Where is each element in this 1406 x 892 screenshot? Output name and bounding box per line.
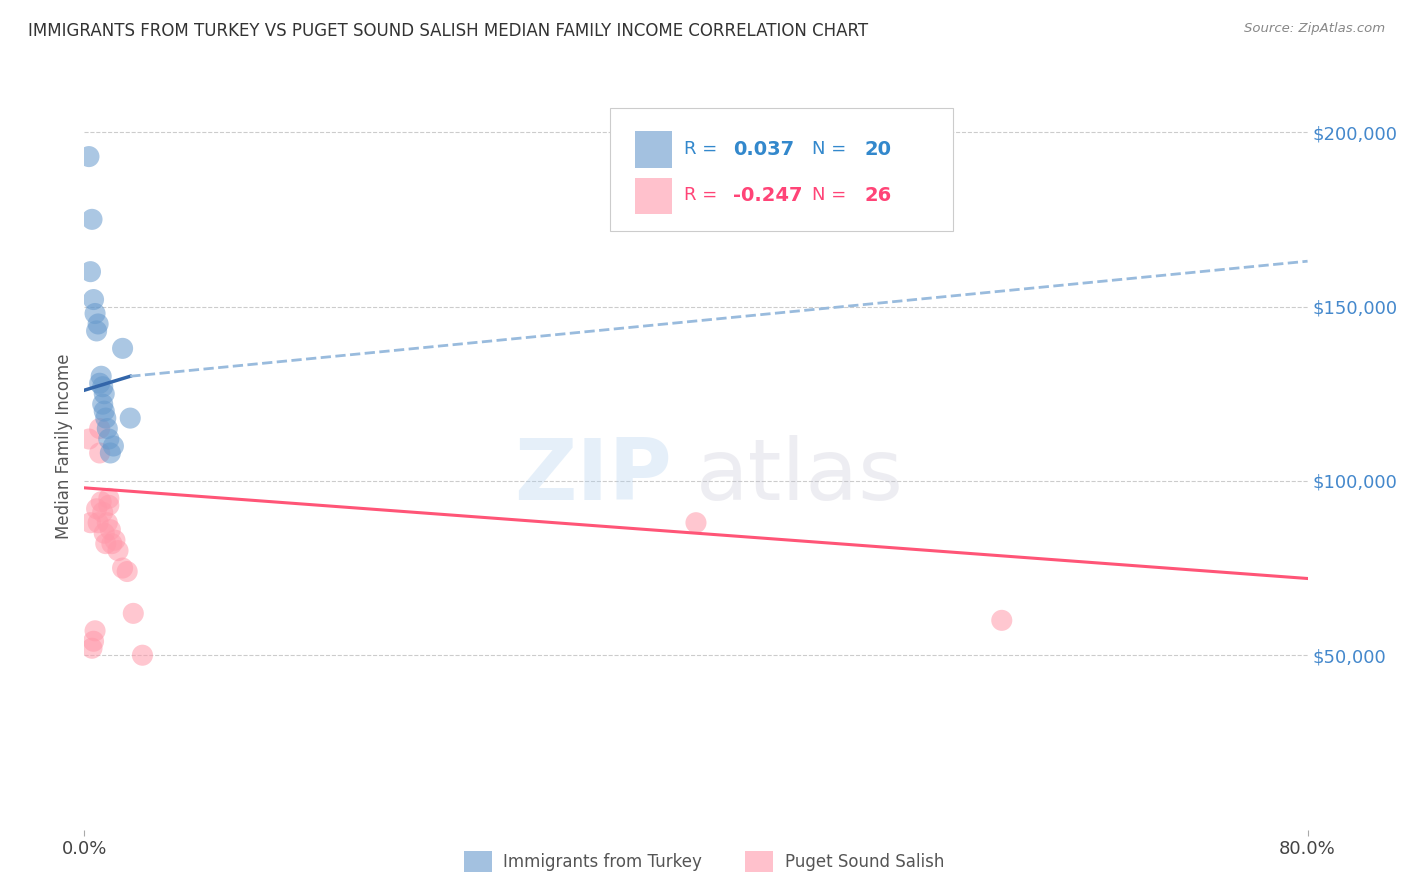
Point [104, 533, 127, 548]
FancyBboxPatch shape [636, 178, 672, 214]
Text: Puget Sound Salish: Puget Sound Salish [785, 853, 943, 871]
Text: 26: 26 [865, 186, 891, 204]
Point [86, 501, 108, 516]
Point [79, 265, 101, 279]
Point [101, 536, 124, 550]
Point [97, 491, 120, 506]
Point [90, 369, 112, 384]
Text: Source: ZipAtlas.com: Source: ZipAtlas.com [1244, 22, 1385, 36]
Point [94, 411, 117, 425]
Point [86, 324, 108, 338]
Point [107, 543, 129, 558]
Text: 20: 20 [865, 140, 891, 159]
Point [87, 516, 110, 530]
Point [83, 634, 105, 648]
Point [96, 516, 118, 530]
Point [83, 293, 105, 307]
Text: R =: R = [683, 140, 723, 158]
Text: -0.247: -0.247 [733, 186, 803, 204]
Point [685, 516, 707, 530]
Point [91, 380, 114, 394]
Point [77, 432, 100, 446]
Point [79, 516, 101, 530]
Point [103, 439, 125, 453]
Point [91, 397, 114, 411]
Text: N =: N = [813, 186, 852, 204]
Point [131, 648, 153, 663]
Point [84, 306, 107, 320]
Text: ZIP: ZIP [513, 435, 672, 518]
Text: R =: R = [683, 186, 723, 204]
Point [120, 411, 142, 425]
Point [96, 421, 118, 435]
Point [90, 495, 112, 509]
Point [93, 386, 115, 401]
Point [111, 342, 134, 356]
Point [91, 505, 114, 519]
Point [80, 212, 103, 227]
Point [991, 613, 1014, 627]
Point [97, 432, 120, 446]
Point [80, 641, 103, 656]
Text: IMMIGRANTS FROM TURKEY VS PUGET SOUND SALISH MEDIAN FAMILY INCOME CORRELATION CH: IMMIGRANTS FROM TURKEY VS PUGET SOUND SA… [28, 22, 869, 40]
Point [84, 624, 107, 638]
Point [97, 498, 120, 512]
Text: 0.037: 0.037 [733, 140, 794, 159]
Point [77, 150, 100, 164]
FancyBboxPatch shape [610, 109, 953, 231]
Point [98, 523, 121, 537]
Point [94, 536, 117, 550]
FancyBboxPatch shape [636, 131, 672, 169]
Point [89, 446, 111, 460]
Text: atlas: atlas [696, 435, 904, 518]
Point [122, 607, 145, 621]
Y-axis label: Median Family Income: Median Family Income [55, 353, 73, 539]
Point [89, 376, 111, 391]
Point [87, 317, 110, 331]
Point [89, 421, 111, 435]
Text: N =: N = [813, 140, 852, 158]
Point [115, 565, 138, 579]
Point [93, 526, 115, 541]
Text: Immigrants from Turkey: Immigrants from Turkey [503, 853, 702, 871]
Point [111, 561, 134, 575]
Point [98, 446, 121, 460]
Point [93, 404, 115, 418]
